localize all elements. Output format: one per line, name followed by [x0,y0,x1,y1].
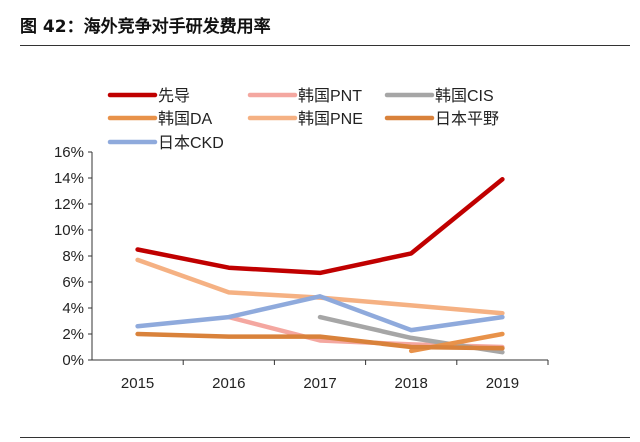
y-tick-label: 8% [62,248,84,265]
x-tick-label: 2015 [121,375,154,392]
series-line-先导 [135,177,505,276]
legend-label: 韩国PNT [298,87,362,105]
x-tick-label: 2016 [212,375,245,392]
bottom-rule [20,437,630,438]
y-tick-label: 10% [54,222,84,239]
figure-title: 图 42：海外竞争对手研发费用率 [20,17,271,37]
legend-label: 韩国CIS [435,87,494,105]
series-line-日本平野 [135,331,505,351]
y-tick-label: 4% [62,300,84,317]
y-tick-label: 0% [62,352,84,369]
y-tick-label: 14% [54,170,84,187]
y-tick-label: 12% [54,196,84,213]
x-tick-label: 2019 [486,375,519,392]
legend-label: 日本CKD [158,134,224,152]
x-tick-label: 2018 [395,375,428,392]
legend-label: 先导 [158,87,190,105]
series-line-日本CKD [135,294,505,333]
y-tick-label: 6% [62,274,84,291]
legend-label: 韩国PNE [298,110,363,128]
x-tick-label: 2017 [303,375,336,392]
y-tick-label: 2% [62,326,84,343]
top-rule [20,45,630,46]
legend-label: 韩国DA [158,110,213,128]
legend-label: 日本平野 [435,110,499,128]
series-line-韩国PNE [135,257,505,316]
y-tick-label: 16% [54,144,84,161]
